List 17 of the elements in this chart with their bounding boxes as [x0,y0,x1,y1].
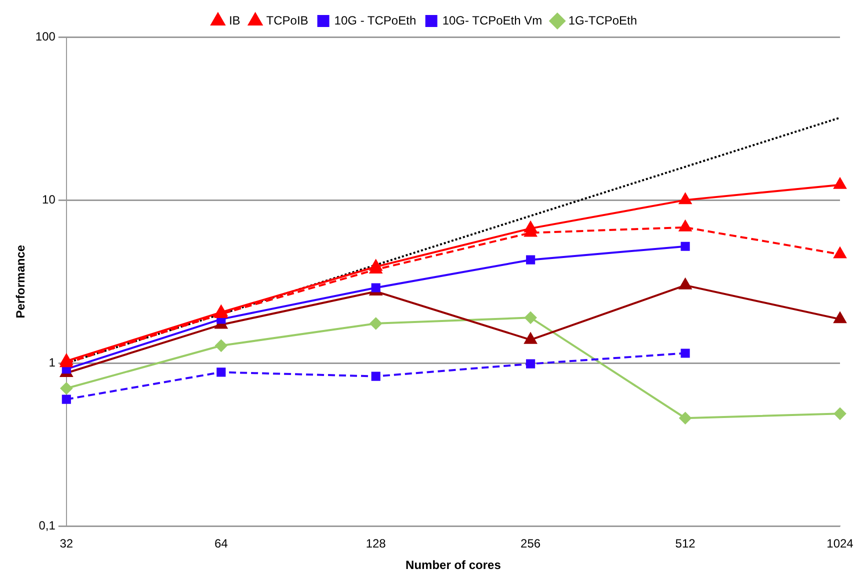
x-tick-label: 128 [366,536,386,551]
legend-label: TCPoIB [266,13,308,28]
y-tick-label: 1 [48,355,56,370]
x-tick-label: 32 [60,536,74,551]
x-axis-title: Number of cores [406,558,502,572]
legend-label: 10G- TCPoEth Vm [442,13,542,28]
legend-label: 10G - TCPoEth [334,13,416,28]
x-tick-label: 256 [520,536,541,551]
x-tick-label: 1024 [826,536,854,551]
x-tick-label: 512 [675,536,696,551]
legend-label: 1G-TCPoEth [568,13,638,28]
legend-label: IB [228,13,240,28]
y-tick-label: 10 [42,192,56,206]
y-axis-title: Performance [14,244,28,318]
y-tick-label: 100 [35,29,56,44]
y-tick-label: 0,1 [38,518,56,533]
x-tick-label: 64 [214,536,228,551]
